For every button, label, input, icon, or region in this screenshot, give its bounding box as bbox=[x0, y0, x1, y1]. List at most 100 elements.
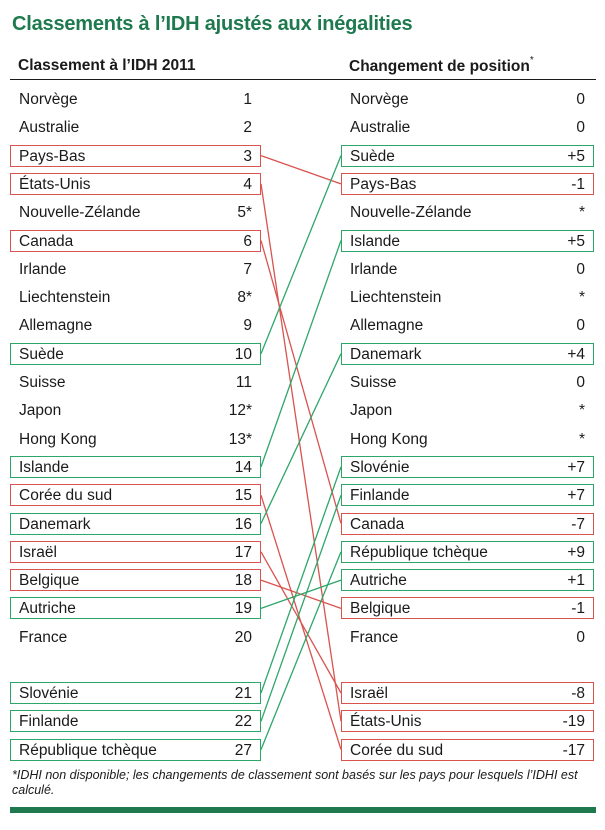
connector-line-down bbox=[260, 154, 342, 185]
rank-value: 17 bbox=[234, 543, 252, 561]
country-name: Irlande bbox=[350, 260, 398, 278]
country-name: Suède bbox=[350, 147, 395, 165]
left-row: Nouvelle-Zélande 5* bbox=[10, 201, 261, 223]
connector-line-up bbox=[260, 240, 342, 468]
country-name: Canada bbox=[350, 515, 405, 533]
country-name: Pays-Bas bbox=[350, 175, 417, 193]
change-value: -1 bbox=[571, 600, 585, 618]
left-row: Suisse 11 bbox=[10, 371, 261, 393]
connector-line-down bbox=[260, 240, 342, 524]
right-row: Suisse 0 bbox=[341, 371, 594, 393]
country-name: Danemark bbox=[19, 515, 91, 533]
country-name: États-Unis bbox=[19, 175, 91, 193]
country-name: Irlande bbox=[19, 260, 67, 278]
rank-value: 22 bbox=[234, 713, 252, 731]
left-row: Canada 6 bbox=[10, 229, 261, 252]
country-name: Slovénie bbox=[350, 458, 410, 476]
country-name: Suisse bbox=[19, 374, 66, 391]
country-name: Finlande bbox=[19, 713, 79, 731]
country-name: Pays-Bas bbox=[19, 147, 86, 165]
rank-value: 15 bbox=[234, 487, 252, 505]
country-name: Suède bbox=[19, 345, 64, 363]
right-row: Liechtenstein * bbox=[341, 286, 594, 308]
country-name: Norvège bbox=[350, 91, 409, 108]
left-row: Slovénie 21 bbox=[10, 682, 261, 704]
connector-line-up bbox=[260, 551, 342, 750]
change-value: +7 bbox=[567, 487, 585, 505]
country-name: Autriche bbox=[350, 572, 407, 590]
country-name: République tchèque bbox=[350, 543, 488, 561]
left-row: Corée du sud 15 bbox=[10, 484, 261, 507]
right-row: Hong Kong * bbox=[341, 428, 594, 450]
left-row: Finlande 22 bbox=[10, 710, 261, 733]
connector-line-down bbox=[260, 551, 342, 694]
country-name: Australie bbox=[350, 119, 411, 137]
change-value: 0 bbox=[576, 91, 585, 108]
change-value: -1 bbox=[571, 175, 585, 193]
right-row: Danemark +4 bbox=[341, 342, 594, 365]
change-value: * bbox=[578, 430, 585, 448]
right-row: Slovénie +7 bbox=[341, 455, 594, 478]
rank-value: 9 bbox=[243, 317, 252, 335]
rank-value: 14 bbox=[234, 458, 252, 476]
country-name: Canada bbox=[19, 232, 74, 250]
country-name: Hong Kong bbox=[350, 430, 428, 448]
right-row: Canada -7 bbox=[341, 512, 594, 535]
change-value: 0 bbox=[576, 628, 585, 646]
rank-value: 16 bbox=[234, 515, 252, 533]
country-name: Finlande bbox=[350, 487, 410, 505]
right-row: Corée du sud -17 bbox=[341, 738, 594, 761]
country-name: Israël bbox=[19, 543, 57, 561]
change-value: +5 bbox=[567, 232, 585, 250]
country-name: Norvège bbox=[19, 91, 78, 108]
change-value: -17 bbox=[562, 741, 585, 759]
change-value: 0 bbox=[576, 119, 585, 137]
rank-value: 21 bbox=[234, 685, 252, 702]
country-name: États-Unis bbox=[350, 713, 422, 731]
left-row: Hong Kong 13* bbox=[10, 428, 261, 450]
change-value: -7 bbox=[571, 515, 585, 533]
country-name: Allemagne bbox=[350, 317, 424, 335]
right-column-header: Changement de position* bbox=[349, 55, 534, 76]
country-name: Nouvelle-Zélande bbox=[350, 204, 472, 222]
left-row: Belgique 18 bbox=[10, 569, 261, 592]
country-name: Hong Kong bbox=[19, 430, 97, 448]
header-rule bbox=[10, 79, 596, 80]
change-value: +9 bbox=[567, 543, 585, 561]
right-row: Norvège 0 bbox=[341, 88, 594, 110]
country-name: France bbox=[19, 628, 68, 646]
change-value: +7 bbox=[567, 458, 585, 476]
left-row: Autriche 19 bbox=[10, 597, 261, 620]
right-row: États-Unis -19 bbox=[341, 710, 594, 733]
left-row: Islande 14 bbox=[10, 455, 261, 478]
rank-value: 11 bbox=[235, 374, 252, 391]
country-name: République tchèque bbox=[19, 741, 157, 759]
country-name: Islande bbox=[19, 458, 69, 476]
change-value: * bbox=[578, 204, 585, 222]
change-value: * bbox=[578, 289, 585, 307]
country-name: Corée du sud bbox=[19, 487, 113, 505]
footnote: *IDHI non disponible; les changements de… bbox=[12, 768, 578, 797]
left-row: Pays-Bas 3 bbox=[10, 144, 261, 167]
country-name: Slovénie bbox=[19, 685, 79, 702]
rank-value: 4 bbox=[243, 175, 252, 193]
country-name: Islande bbox=[350, 232, 400, 250]
country-name: Australie bbox=[19, 119, 80, 137]
country-name: Liechtenstein bbox=[19, 289, 111, 307]
connector-line-up bbox=[260, 353, 342, 524]
rank-value: 27 bbox=[234, 741, 252, 759]
rank-value: 18 bbox=[234, 572, 252, 590]
rank-value: 5* bbox=[237, 204, 252, 222]
country-name: Nouvelle-Zélande bbox=[19, 204, 141, 222]
left-row: Japon 12* bbox=[10, 399, 261, 421]
right-row: Nouvelle-Zélande * bbox=[341, 201, 594, 223]
rank-value: 12* bbox=[228, 402, 252, 420]
left-row: États-Unis 4 bbox=[10, 172, 261, 195]
country-name: Liechtenstein bbox=[350, 289, 442, 307]
rank-value: 7 bbox=[243, 260, 252, 278]
country-name: Suisse bbox=[350, 374, 397, 391]
right-row: France 0 bbox=[341, 626, 594, 648]
rank-value: 13* bbox=[228, 430, 252, 448]
country-name: Israël bbox=[350, 685, 388, 702]
